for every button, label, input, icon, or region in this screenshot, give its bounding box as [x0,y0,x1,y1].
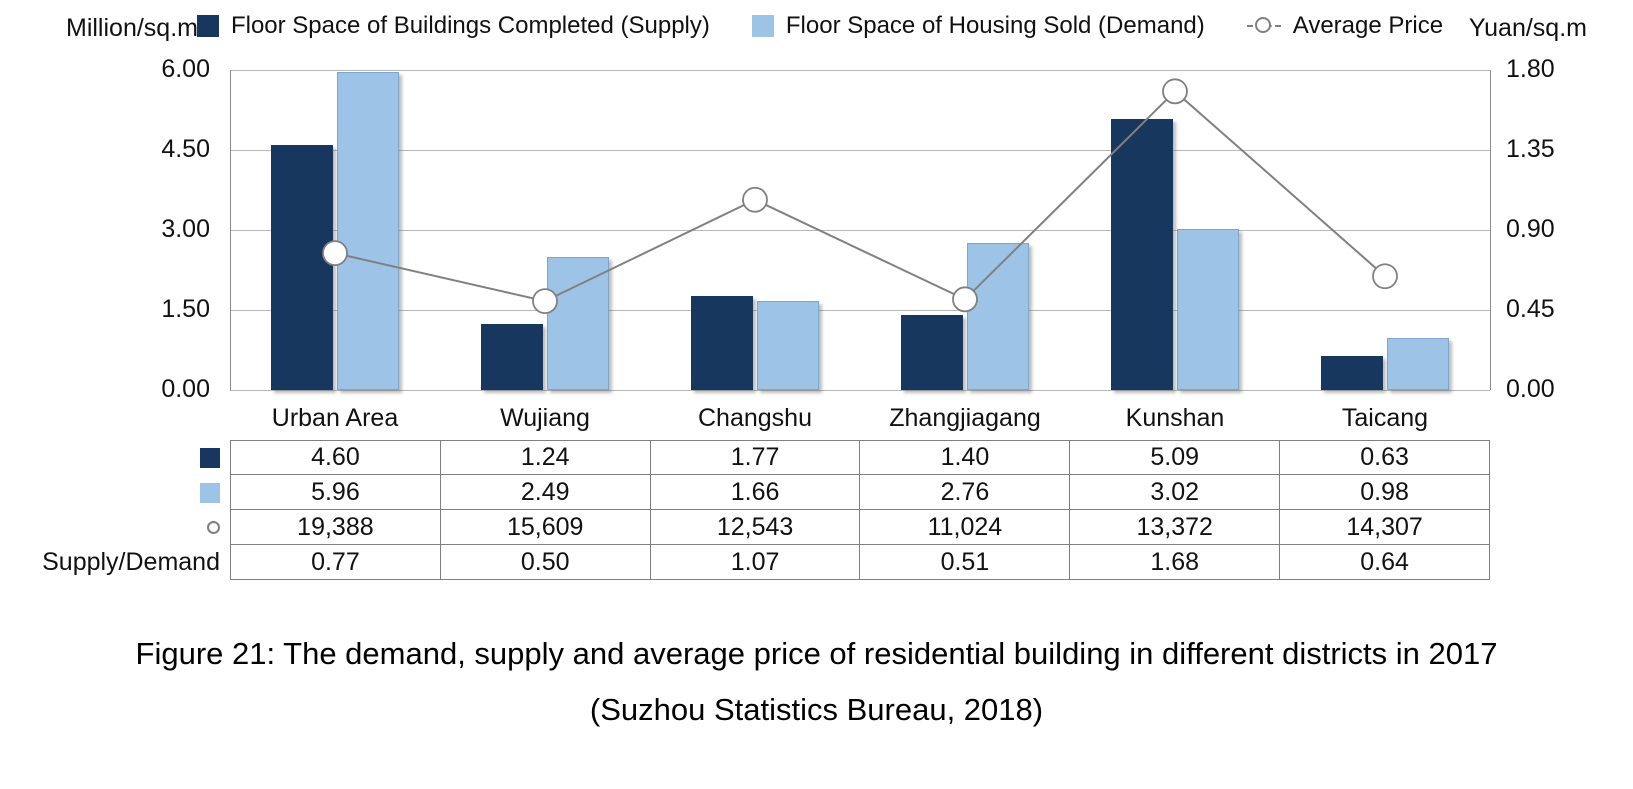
category-label-0: Urban Area [271,404,399,432]
table-cell: 13,372 [1070,510,1281,545]
average-price-marker-5 [1372,263,1398,290]
supply-swatch-icon [196,15,219,37]
table-cell: 1.77 [650,440,861,475]
bar-demand-2 [757,301,819,390]
table-row-price-marker: 19,388 15,609 12,543 11,024 13,372 14,307 [26,510,1490,545]
table-cell: 0.77 [230,545,441,580]
left-axis-tick: 4.50 [161,135,210,163]
table-cell: 0.64 [1280,545,1490,580]
table-cell: 1.68 [1070,545,1281,580]
right-axis-tick: 1.35 [1506,135,1555,163]
bar-supply-4 [1111,118,1173,390]
bar-supply-2 [691,295,753,390]
legend-label-demand: Floor Space of Housing Sold (Demand) [785,12,1205,39]
right-axis-tick: 0.00 [1506,375,1555,403]
table-cell: 5.96 [230,475,441,510]
table-cell: 1.40 [860,440,1071,475]
bar-demand-5 [1387,337,1449,390]
category-label-4: Kunshan [1125,404,1225,432]
table-cell: 1.66 [650,475,861,510]
table-cell: 19,388 [230,510,441,545]
caption-source: (Suzhou Statistics Bureau, 2018) [589,692,1044,727]
bar-demand-4 [1177,228,1239,390]
data-table: 4.60 1.24 1.77 1.40 5.09 0.63 5.96 2.49 1.66 2.76… [26,440,1490,580]
table-cell: 15,609 [440,510,651,545]
demand-swatch-icon [751,15,774,37]
left-axis-tick: 0.00 [161,375,210,403]
table-cell: 2.76 [860,475,1071,510]
table-cell: 0.63 [1280,440,1490,475]
category-label-1: Wujiang [500,404,590,432]
gridline [230,390,1490,391]
category-label-2: Changshu [698,404,812,432]
table-cell: 12,543 [650,510,861,545]
bar-demand-0 [337,72,399,390]
left-axis-tick: 3.00 [161,215,210,243]
gridline [230,150,1490,151]
table-row-demand-swatch: 5.96 2.49 1.66 2.76 3.02 0.98 [26,475,1490,510]
table-cell: 3.02 [1070,475,1281,510]
average-price-marker-2 [742,186,768,213]
supply-swatch-icon [200,447,220,468]
table-cell: 1.24 [440,440,651,475]
category-label-3: Zhangjiagang [889,404,1041,432]
table-cell: 0.98 [1280,475,1490,510]
left-axis-tick: 6.00 [161,55,210,83]
legend-label-average-price: Average Price [1292,12,1444,39]
bar-supply-1 [481,323,543,390]
row-key-ratio: Supply/Demand [42,548,220,576]
gridline [230,230,1490,231]
right-axis-line [1490,70,1491,390]
table-cell: 0.51 [860,545,1071,580]
table-cell: 11,024 [860,510,1071,545]
table-cell: 14,307 [1280,510,1490,545]
table-cell: 4.60 [230,440,441,475]
left-axis-tick: 1.50 [161,295,210,323]
legend-item-demand: Floor Space of Housing Sold (Demand) [751,12,1205,40]
table-row-ratio: Supply/Demand 0.77 0.50 1.07 0.51 1.68 0.64 [26,545,1490,580]
right-axis-unit-label: Yuan/sq.m [1468,14,1587,42]
row-key-demand-swatch [26,475,230,510]
legend-item-average-price: Average Price [1246,12,1444,40]
average-price-marker-4 [1162,78,1188,105]
bar-supply-3 [901,315,963,390]
table-cell: 1.07 [650,545,861,580]
bar-demand-1 [547,257,609,390]
legend: Floor Space of Buildings Completed (Supp… [196,12,1443,40]
legend-item-supply: Floor Space of Buildings Completed (Supp… [196,12,710,40]
row-key-price-marker [26,510,230,545]
legend-label-supply: Floor Space of Buildings Completed (Supp… [230,12,710,39]
gridline [230,310,1490,311]
average-price-marker-icon [207,521,220,534]
right-axis-tick: 1.80 [1506,55,1555,83]
left-axis-line [230,70,231,390]
table-cell: 2.49 [440,475,651,510]
right-axis-tick: 0.45 [1506,295,1555,323]
average-price-marker-icon [1246,15,1281,37]
table-cell: 5.09 [1070,440,1281,475]
table-row-supply-swatch: 4.60 1.24 1.77 1.40 5.09 0.63 [26,440,1490,475]
bar-supply-0 [271,144,333,390]
bar-supply-5 [1321,356,1383,390]
figure-caption: Figure 21: The demand, supply and averag… [0,636,1633,728]
gridline [230,70,1490,71]
right-axis-tick: 0.90 [1506,215,1555,243]
plot-area: 6.00 1.80 4.50 1.35 3.00 0.90 1.50 0.45 0.00 0.00… [161,55,1555,432]
caption-title: Figure 21: The demand, supply and averag… [135,636,1498,671]
category-label-5: Taicang [1341,404,1429,432]
left-axis-unit-label: Million/sq.m [66,14,198,42]
demand-swatch-icon [200,482,220,503]
row-key-supply-swatch [26,440,230,475]
bar-demand-3 [967,242,1029,390]
table-cell: 0.50 [440,545,651,580]
